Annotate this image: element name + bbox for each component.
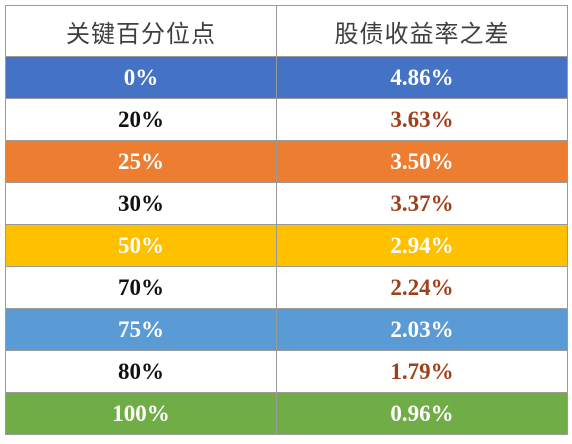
- table-row: 100% 0.96%: [5, 392, 568, 435]
- percentile-cell: 30%: [5, 182, 277, 225]
- spread-cell: 3.63%: [276, 98, 568, 141]
- header-percentile: 关键百分位点: [5, 5, 277, 57]
- percentile-cell: 70%: [5, 266, 277, 309]
- header-spread: 股债收益率之差: [276, 5, 568, 57]
- percentile-spread-table: 关键百分位点 股债收益率之差 0% 4.86% 20% 3.63% 25% 3.50% 30…: [5, 5, 568, 435]
- spread-cell: 2.03%: [276, 308, 568, 351]
- percentile-cell: 25%: [5, 140, 277, 183]
- spread-cell: 1.79%: [276, 350, 568, 393]
- header-row: 关键百分位点 股债收益率之差: [5, 5, 568, 57]
- table-row: 70% 2.24%: [5, 266, 568, 309]
- spread-cell: 2.94%: [276, 224, 568, 267]
- spread-cell: 2.24%: [276, 266, 568, 309]
- spread-cell: 4.86%: [276, 56, 568, 99]
- table-row: 20% 3.63%: [5, 98, 568, 141]
- percentile-cell: 100%: [5, 392, 277, 435]
- table-row: 75% 2.03%: [5, 308, 568, 351]
- spread-cell: 3.37%: [276, 182, 568, 225]
- spread-cell: 3.50%: [276, 140, 568, 183]
- spread-cell: 0.96%: [276, 392, 568, 435]
- table-row: 50% 2.94%: [5, 224, 568, 267]
- percentile-cell: 0%: [5, 56, 277, 99]
- table-row: 25% 3.50%: [5, 140, 568, 183]
- percentile-cell: 75%: [5, 308, 277, 351]
- table-row: 30% 3.37%: [5, 182, 568, 225]
- table-row: 80% 1.79%: [5, 350, 568, 393]
- percentile-cell: 20%: [5, 98, 277, 141]
- table-row: 0% 4.86%: [5, 56, 568, 99]
- percentile-cell: 80%: [5, 350, 277, 393]
- percentile-cell: 50%: [5, 224, 277, 267]
